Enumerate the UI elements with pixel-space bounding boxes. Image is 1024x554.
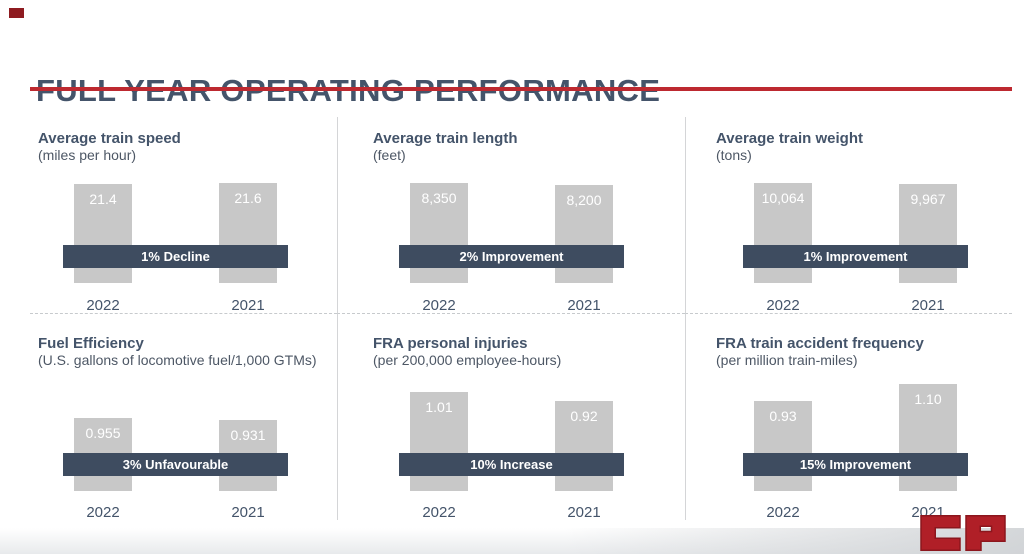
metric-panel-fra-accident-frequency: FRA train accident frequency (per millio…: [685, 313, 1012, 521]
year-axis: 2022 2021: [399, 504, 624, 521]
year-label: 2021: [231, 297, 265, 314]
year-axis: 2022 2021: [743, 504, 968, 521]
metric-title: Average train weight: [716, 130, 863, 147]
corner-mark: [9, 8, 24, 18]
bar-value-label: 0.955: [85, 425, 121, 441]
change-label: 2% Improvement: [459, 249, 564, 264]
metric-title: Average train length: [373, 130, 518, 147]
bar-value-label: 0.93: [769, 408, 797, 424]
change-band: 15% Improvement: [743, 453, 968, 476]
year-label: 2022: [422, 297, 456, 314]
metric-unit: (miles per hour): [38, 147, 137, 164]
year-axis: 2022 2021: [63, 504, 288, 521]
metric-title: FRA personal injuries: [373, 335, 528, 352]
metric-title: FRA train accident frequency: [716, 335, 924, 352]
bar-value-label: 1.01: [425, 399, 453, 415]
year-label: 2021: [567, 504, 601, 521]
change-band: 1% Improvement: [743, 245, 968, 268]
change-label: 15% Improvement: [799, 457, 912, 472]
change-label: 1% Improvement: [803, 249, 908, 264]
year-label: 2022: [422, 504, 456, 521]
year-label: 2021: [567, 297, 601, 314]
metric-title: Fuel Efficiency: [38, 335, 144, 352]
bar-value-label: 0.92: [570, 408, 598, 424]
bar-2021: 8,200: [555, 185, 613, 283]
metrics-grid: Average train speed (miles per hour) 21.…: [30, 117, 1012, 521]
metric-unit: (U.S. gallons of locomotive fuel/1,000 G…: [38, 352, 317, 369]
year-axis: 2022 2021: [399, 297, 624, 314]
metric-header: Average train speed (miles per hour): [38, 130, 337, 163]
bars: 21.4 21.6: [63, 183, 288, 283]
cp-logo: [920, 515, 1006, 551]
bar-chart: 21.4 21.6 1% Decline 2022 2021: [63, 183, 288, 314]
bar-chart: 0.93 1.10 15% Improvement 2022 2021: [743, 383, 968, 521]
year-axis: 2022 2021: [63, 297, 288, 314]
metric-unit: (tons): [716, 147, 752, 164]
bar-2022: 0.93: [754, 401, 812, 491]
change-label: 10% Increase: [470, 457, 553, 472]
year-label: 2022: [86, 504, 120, 521]
metric-panel-fra-personal-injuries: FRA personal injuries (per 200,000 emplo…: [337, 313, 685, 521]
bar-chart: 10,064 9,967 1% Improvement 2022 2021: [743, 183, 968, 314]
metric-unit: (per 200,000 employee-hours): [373, 352, 562, 369]
bar-value-label: 8,200: [566, 192, 602, 208]
bar-value-label: 8,350: [421, 190, 457, 206]
bar-2021: 9,967: [899, 184, 957, 283]
bottom-gradient: [0, 528, 1024, 554]
year-label: 2022: [86, 297, 120, 314]
bar-2021: 21.6: [219, 183, 277, 283]
metric-unit: (per million train-miles): [716, 352, 858, 369]
year-label: 2022: [766, 297, 800, 314]
metric-panel-train-length: Average train length (feet) 8,350 8,200 …: [337, 117, 685, 314]
year-label: 2022: [766, 504, 800, 521]
metric-header: Average train weight (tons): [716, 130, 1012, 163]
change-label: 3% Unfavourable: [122, 457, 229, 472]
metric-header: Average train length (feet): [373, 130, 685, 163]
year-axis: 2022 2021: [743, 297, 968, 314]
bar-value-label: 0.931: [230, 427, 266, 443]
bars: 10,064 9,967: [743, 183, 968, 283]
metric-title: Average train speed: [38, 130, 181, 147]
metric-panel-fuel-efficiency: Fuel Efficiency (U.S. gallons of locomot…: [30, 313, 337, 521]
bar-chart: 1.01 0.92 10% Increase 2022 2021: [399, 383, 624, 521]
metric-panel-train-weight: Average train weight (tons) 10,064 9,967…: [685, 117, 1012, 314]
bar-2022: 8,350: [410, 183, 468, 283]
year-label: 2021: [231, 504, 265, 521]
metric-panel-train-speed: Average train speed (miles per hour) 21.…: [30, 117, 337, 314]
metric-header: FRA personal injuries (per 200,000 emplo…: [373, 335, 685, 368]
bar-chart: 0.955 0.931 3% Unfavourable 2022 2021: [63, 383, 288, 521]
bar-value-label: 1.10: [914, 391, 942, 407]
bars: 8,350 8,200: [399, 183, 624, 283]
bar-2022: 1.01: [410, 392, 468, 491]
bar-2021: 0.92: [555, 401, 613, 491]
bars: 0.93 1.10: [743, 383, 968, 491]
change-band: 10% Increase: [399, 453, 624, 476]
change-band: 2% Improvement: [399, 245, 624, 268]
metric-unit: (feet): [373, 147, 406, 164]
year-label: 2021: [911, 297, 945, 314]
bar-chart: 8,350 8,200 2% Improvement 2022 2021: [399, 183, 624, 314]
change-label: 1% Decline: [141, 249, 210, 264]
title-underline-rule: [30, 87, 1012, 91]
bar-value-label: 21.4: [89, 191, 117, 207]
bar-2022: 21.4: [74, 184, 132, 283]
bar-value-label: 21.6: [234, 190, 262, 206]
change-band: 3% Unfavourable: [63, 453, 288, 476]
bar-value-label: 10,064: [761, 190, 805, 206]
metric-header: Fuel Efficiency (U.S. gallons of locomot…: [38, 335, 337, 368]
bar-value-label: 9,967: [910, 191, 946, 207]
change-band: 1% Decline: [63, 245, 288, 268]
bar-2022: 10,064: [754, 183, 812, 283]
metric-header: FRA train accident frequency (per millio…: [716, 335, 1012, 368]
